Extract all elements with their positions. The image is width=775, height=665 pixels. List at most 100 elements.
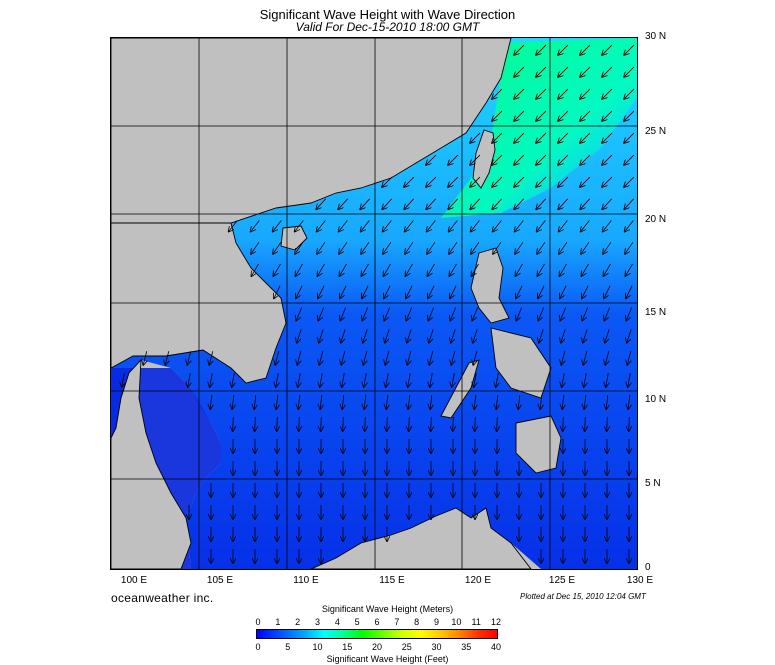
wave-arrow (385, 351, 388, 365)
wave-arrow (470, 198, 480, 209)
wave-arrow (624, 44, 635, 55)
wave-arrow (558, 176, 569, 187)
wave-arrow (299, 416, 300, 431)
wave-arrow (516, 307, 523, 321)
wave-arrow (514, 132, 525, 143)
wave-arrow (516, 285, 523, 299)
wave-arrow (318, 285, 325, 299)
map-title: Significant Wave Height with Wave Direct… (259, 7, 516, 22)
wave-arrow (558, 44, 569, 55)
wave-arrow (210, 394, 212, 409)
wave-arrow (319, 329, 324, 342)
wave-arrow (602, 176, 613, 187)
wave-arrow (585, 416, 586, 431)
wave-arrow (408, 373, 411, 387)
wave-height-map (110, 37, 638, 570)
wave-arrow (452, 373, 455, 387)
lat-label-25n: 25 N (645, 126, 667, 137)
wave-arrow (607, 416, 608, 431)
wave-arrow (318, 307, 325, 321)
wave-arrow (427, 241, 436, 254)
wave-arrow (296, 307, 303, 321)
wave-arrow (382, 176, 393, 187)
wave-arrow (624, 66, 635, 77)
lat-label-30n: 30 N (645, 31, 667, 42)
wave-arrow (298, 373, 301, 387)
legend-tick: 3 (314, 617, 320, 627)
wave-arrow (430, 373, 433, 387)
wave-arrow (536, 66, 547, 77)
wave-arrow (603, 220, 612, 231)
wave-arrow (536, 88, 547, 99)
legend-tick: 0 (255, 642, 261, 652)
lat-label-0: 0 (645, 562, 651, 573)
wave-arrow (496, 373, 499, 387)
lat-label-5n: 5 N (645, 478, 661, 489)
wave-arrow (514, 154, 525, 165)
wave-arrow (537, 241, 546, 254)
wave-arrow (536, 154, 547, 165)
wave-arrow (407, 329, 412, 342)
wave-arrow (251, 241, 260, 254)
lat-label-10n: 10 N (645, 394, 667, 405)
wave-arrow (558, 88, 569, 99)
wave-arrow (581, 241, 590, 254)
wave-arrow (602, 66, 613, 77)
lon-label-115e: 115 E (379, 575, 405, 586)
wave-arrow (559, 263, 567, 276)
wave-arrow (251, 263, 259, 276)
wave-arrow (492, 110, 503, 121)
legend-tick: 12 (490, 617, 501, 627)
wave-arrow (430, 394, 432, 409)
wave-arrow (560, 285, 567, 299)
wave-arrow (426, 154, 437, 165)
wave-arrow (320, 373, 323, 387)
wave-arrow (492, 88, 503, 99)
legend-tick: 4 (334, 617, 340, 627)
wave-arrow (537, 220, 546, 231)
wave-arrow (470, 132, 481, 143)
wave-arrow (361, 220, 370, 231)
wave-arrow (602, 154, 613, 165)
wave-arrow (297, 329, 302, 342)
wave-arrow (515, 263, 523, 276)
wave-arrow (295, 220, 304, 231)
wave-arrow (514, 66, 525, 77)
wave-arrow (581, 220, 590, 231)
wave-height-colorbar (256, 629, 498, 639)
wave-arrow (604, 285, 611, 299)
wave-arrow (514, 44, 525, 55)
lon-label-125e: 125 E (548, 575, 576, 586)
wave-arrow (627, 351, 630, 365)
legend-feet-title: Significant Wave Height (Feet) (326, 654, 449, 664)
wave-arrow (474, 394, 476, 409)
wave-arrow (317, 241, 326, 254)
wave-arrow (320, 394, 322, 409)
map-subtitle: Valid For Dec-15-2010 18:00 GMT (295, 20, 480, 34)
wave-arrow (429, 329, 434, 342)
wave-arrow (343, 416, 344, 431)
legend-tick: 2 (295, 617, 301, 627)
wave-arrow (449, 263, 457, 276)
grid-lines (111, 38, 637, 569)
wave-arrow (626, 285, 633, 299)
taiwan (472, 129, 496, 189)
wave-arrow (273, 220, 282, 231)
wave-arrow (342, 394, 344, 409)
wave-arrow (451, 351, 454, 365)
wave-arrow (407, 351, 410, 365)
wave-arrow (427, 220, 436, 231)
wave-arrow (582, 307, 589, 321)
borneo (310, 507, 532, 569)
wave-arrow (449, 220, 458, 231)
wave-arrow (470, 176, 481, 187)
wave-arrow (537, 263, 545, 276)
wave-arrow (276, 394, 278, 409)
wave-arrow (580, 44, 591, 55)
legend-tick: 15 (342, 642, 353, 652)
legend-tick: 6 (374, 617, 380, 627)
wave-arrow (626, 307, 633, 321)
wave-arrow (515, 241, 524, 254)
wave-arrow (342, 373, 345, 387)
high-wave-zone (441, 38, 637, 218)
